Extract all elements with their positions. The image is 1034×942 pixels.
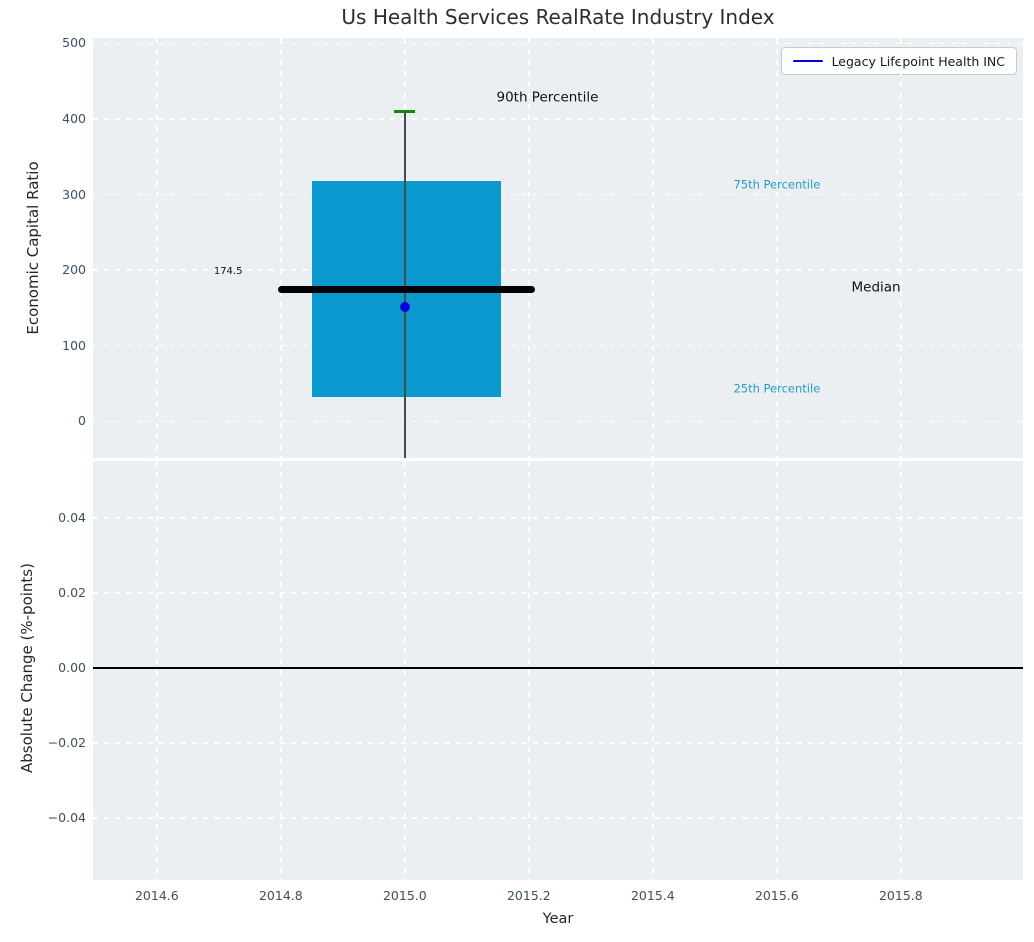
- y-tick-label: 0.02: [58, 585, 86, 601]
- x-tick-label: 2015.6: [754, 888, 799, 903]
- gridline-x: [404, 461, 406, 880]
- zero-line: [93, 667, 1023, 669]
- gridline-x: [776, 38, 778, 458]
- gridline-x: [156, 38, 158, 458]
- x-tick-label: 2014.6: [134, 888, 179, 903]
- gridline-x: [776, 461, 778, 880]
- gridline-y: [93, 742, 1023, 744]
- y-tick-label: 400: [62, 110, 86, 126]
- top-axes: [93, 38, 1023, 458]
- legend-label: Legacy Lifepoint Health INC: [831, 53, 1005, 69]
- gridline-y: [93, 817, 1023, 819]
- y-tick-label: −0.04: [47, 810, 86, 826]
- annotation: 174.5: [213, 265, 243, 277]
- gridline-x: [156, 461, 158, 880]
- x-axis-label: Year: [542, 911, 574, 927]
- chart-title: Us Health Services RealRate Industry Ind…: [341, 5, 775, 29]
- legend: Legacy Lifepoint Health INC: [780, 47, 1017, 75]
- gridline-y: [93, 345, 1023, 347]
- box-whisker: [404, 111, 406, 458]
- gridline-x: [280, 38, 282, 458]
- gridline-y: [93, 42, 1023, 44]
- y-tick-label: −0.02: [47, 735, 86, 751]
- x-tick-label: 2015.4: [630, 888, 675, 903]
- company-point: [399, 302, 410, 313]
- gridline-x: [900, 38, 902, 458]
- legend-line-icon: [792, 59, 823, 63]
- median-line: [277, 285, 536, 293]
- x-tick-label: 2015.0: [382, 888, 427, 903]
- bottom-axes: [93, 461, 1023, 880]
- gridline-x: [528, 461, 530, 880]
- gridline-x: [900, 461, 902, 880]
- gridline-y: [93, 517, 1023, 519]
- y-tick-label: 0.00: [58, 660, 86, 676]
- gridline-y: [93, 118, 1023, 120]
- annotation: Median: [851, 279, 901, 296]
- gridline-y: [93, 592, 1023, 594]
- gridline-y: [93, 193, 1023, 196]
- y-tick-label: 200: [62, 262, 86, 278]
- y-tick-label: 100: [62, 337, 86, 353]
- gridline-x: [280, 461, 282, 880]
- p90-cap: [394, 109, 416, 113]
- y-tick-label: 0: [78, 413, 86, 429]
- gridline-x: [652, 461, 654, 880]
- annotation: 75th Percentile: [733, 177, 821, 192]
- annotation: 90th Percentile: [496, 89, 599, 106]
- y-tick-label: 500: [62, 35, 86, 51]
- annotation: 25th Percentile: [733, 381, 821, 396]
- y-tick-label: 0.04: [58, 510, 86, 526]
- gridline-y: [93, 420, 1023, 423]
- y-tick-label: 300: [62, 186, 86, 202]
- gridline-x: [528, 38, 530, 458]
- x-tick-label: 2014.8: [258, 888, 303, 903]
- x-tick-label: 2015.2: [506, 888, 551, 903]
- x-tick-label: 2015.8: [878, 888, 923, 903]
- gridline-x: [652, 38, 654, 458]
- gridline-y: [93, 269, 1023, 271]
